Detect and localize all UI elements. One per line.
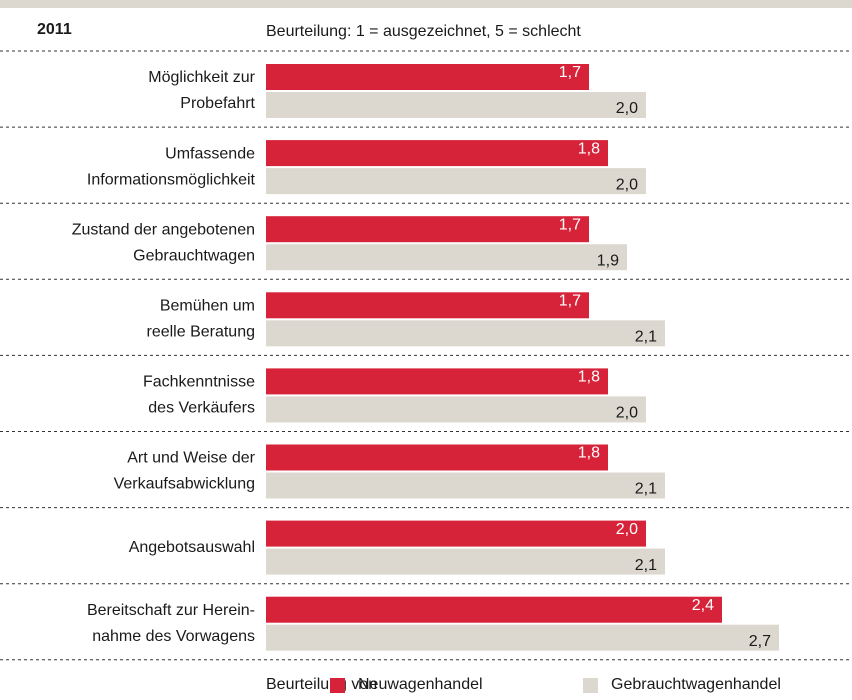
category-label: Informationsmöglichkeit xyxy=(87,171,256,188)
category-label: Art und Weise der xyxy=(127,450,255,467)
value-label: 1,7 xyxy=(559,293,581,310)
bar xyxy=(266,140,608,167)
value-label: 1,7 xyxy=(559,216,581,233)
value-label: 2,1 xyxy=(635,557,657,574)
value-label: 2,7 xyxy=(749,633,771,650)
category-label: Probefahrt xyxy=(180,95,255,112)
bar xyxy=(266,292,589,319)
legend-swatch xyxy=(330,678,345,693)
value-label: 2,0 xyxy=(616,100,638,117)
chart-subtitle: Beurteilung: 1 = ausgezeichnet, 5 = schl… xyxy=(266,23,581,40)
value-label: 2,1 xyxy=(635,481,657,498)
bar xyxy=(266,596,722,623)
value-label: 2,1 xyxy=(635,329,657,346)
bar xyxy=(266,624,779,651)
bar xyxy=(266,472,665,499)
category-label: reelle Beratung xyxy=(146,324,255,341)
value-label: 1,7 xyxy=(559,64,581,81)
value-label: 1,8 xyxy=(578,369,600,386)
category-label: Umfassende xyxy=(165,145,255,162)
category-label: Gebrauchtwagen xyxy=(133,247,255,264)
value-label: 1,9 xyxy=(597,252,619,269)
value-label: 1,8 xyxy=(578,140,600,157)
legend-label: Gebrauchtwagenhandel xyxy=(611,676,781,693)
legend-swatch xyxy=(583,678,598,693)
bar xyxy=(266,92,646,118)
category-label: Verkaufsabwicklung xyxy=(114,476,255,493)
bar xyxy=(266,216,589,243)
category-label: Bereitschaft zur Herein- xyxy=(87,602,255,619)
category-label: Zustand der angebotenen xyxy=(72,221,255,238)
value-label: 2,0 xyxy=(616,405,638,422)
category-label: nahme des Vorwagens xyxy=(92,628,255,645)
category-label: Fachkenntnisse xyxy=(143,374,255,391)
category-label: des Verkäufers xyxy=(148,400,255,417)
bar xyxy=(266,64,589,90)
chart-title: 2011 xyxy=(37,21,72,38)
legend-title: Beurteilung von xyxy=(266,676,377,693)
bar xyxy=(266,168,646,195)
category-label: Angebotsauswahl xyxy=(129,539,255,556)
value-label: 2,0 xyxy=(616,521,638,538)
bar xyxy=(266,320,665,347)
bar xyxy=(266,548,665,575)
bar xyxy=(266,368,608,395)
category-label: Möglichkeit zur xyxy=(148,69,255,86)
bar xyxy=(266,444,608,471)
category-label: Bemühen um xyxy=(160,298,255,315)
bar xyxy=(266,244,627,271)
legend-label: Neuwagenhandel xyxy=(358,676,483,693)
value-label: 1,8 xyxy=(578,445,600,462)
top-strip xyxy=(0,0,852,8)
bar xyxy=(266,396,646,423)
value-label: 2,0 xyxy=(616,176,638,193)
bar xyxy=(266,520,646,547)
value-label: 2,4 xyxy=(692,597,714,614)
